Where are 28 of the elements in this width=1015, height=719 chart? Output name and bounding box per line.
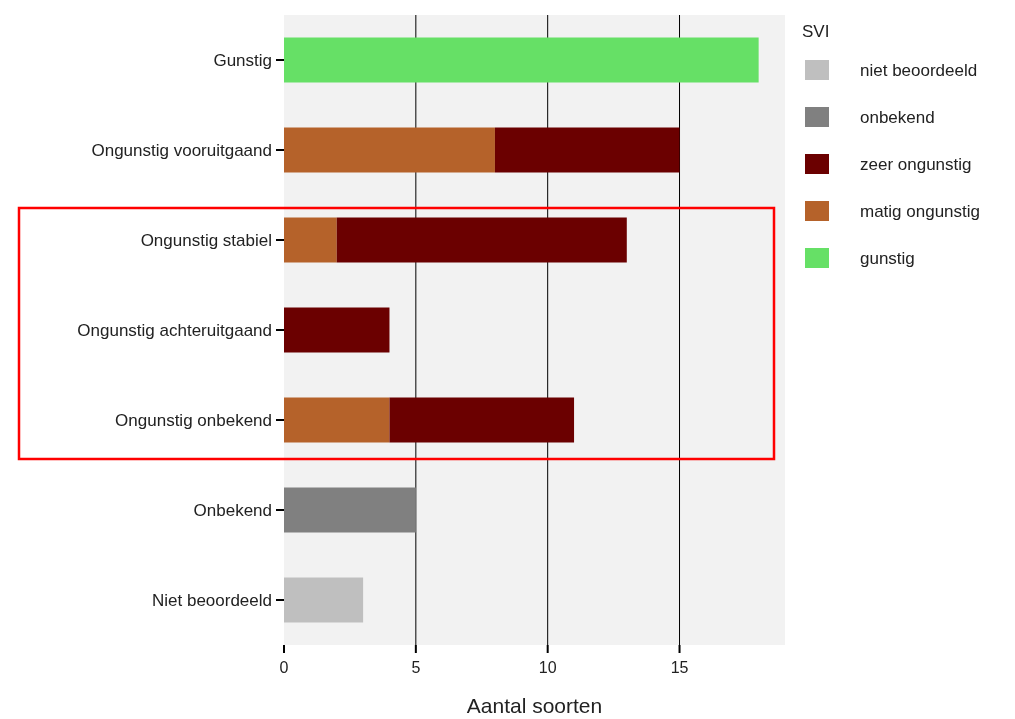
bar <box>284 37 759 83</box>
legend-label: zeer ongunstig <box>860 154 972 174</box>
legend-label: matig ongunstig <box>860 201 981 221</box>
bar <box>389 397 575 443</box>
legend-label: gunstig <box>860 248 915 268</box>
x-tick-label: 5 <box>411 659 421 676</box>
bar <box>336 217 627 263</box>
y-tick-label: Ongunstig stabiel <box>140 230 272 250</box>
bar <box>284 397 390 443</box>
y-tick-label: Niet beoordeeld <box>151 590 272 610</box>
y-tick-label: Ongunstig onbekend <box>115 410 272 430</box>
y-tick-label: Onbekend <box>193 500 272 520</box>
legend-label: niet beoordeeld <box>860 60 978 80</box>
legend-title: SVI <box>802 22 830 41</box>
x-tick-label: 0 <box>279 659 289 676</box>
y-tick-label: Gunstig <box>213 50 272 70</box>
legend-label: onbekend <box>860 107 935 127</box>
bar <box>284 217 337 263</box>
x-tick-label: 15 <box>670 659 689 676</box>
bar <box>284 487 416 533</box>
y-tick-label: Ongunstig vooruitgaand <box>91 140 272 160</box>
y-tick-label: Ongunstig achteruitgaand <box>77 320 272 340</box>
bar <box>284 307 390 353</box>
x-axis-title: Aantal soorten <box>466 694 603 717</box>
bar <box>284 127 495 173</box>
bar <box>494 127 680 173</box>
bar <box>284 577 364 623</box>
x-tick-label: 10 <box>538 659 557 676</box>
